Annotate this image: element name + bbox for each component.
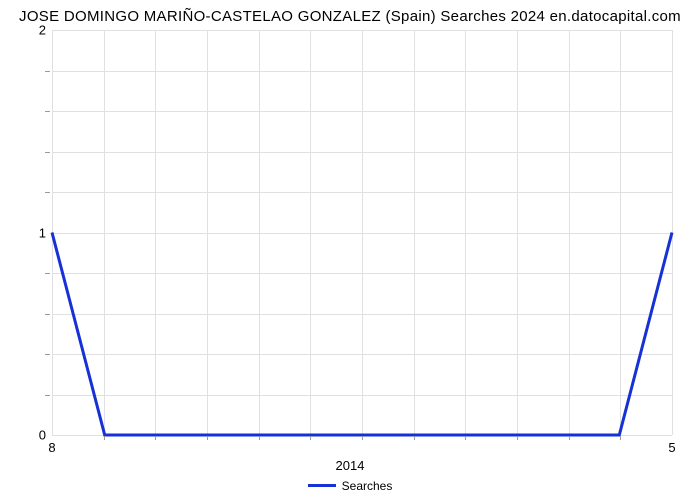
series-searches-line [52,233,672,436]
x-minor-tick [517,436,518,440]
x-minor-tick [310,436,311,440]
x-axis-center-label: 2014 [0,458,700,473]
y-minor-tick [45,71,50,72]
x-minor-tick [620,436,621,440]
y-minor-tick [45,395,50,396]
grid-line-v [672,30,673,435]
y-minor-tick [45,354,50,355]
y-tick-2: 2 [6,23,46,38]
x-minor-tick [414,436,415,440]
x-minor-tick [362,436,363,440]
x-minor-tick [207,436,208,440]
chart-title: JOSE DOMINGO MARIÑO-CASTELAO GONZALEZ (S… [0,8,700,25]
y-minor-tick [45,111,50,112]
y-minor-tick [45,314,50,315]
x-minor-tick [259,436,260,440]
y-minor-tick [45,192,50,193]
chart-container: JOSE DOMINGO MARIÑO-CASTELAO GONZALEZ (S… [0,0,700,500]
y-tick-0: 0 [6,428,46,443]
y-tick-1: 1 [6,225,46,240]
legend-swatch [308,484,336,487]
x-minor-tick [465,436,466,440]
x-minor-tick [155,436,156,440]
line-series-layer [52,30,672,435]
x-minor-tick [104,436,105,440]
x-minor-tick [569,436,570,440]
x-tick-right: 5 [668,440,675,455]
x-tick-left: 8 [48,440,55,455]
legend-label: Searches [342,479,393,493]
plot-area [52,30,672,435]
legend: Searches [0,478,700,493]
y-minor-tick [45,273,50,274]
y-minor-tick [45,152,50,153]
